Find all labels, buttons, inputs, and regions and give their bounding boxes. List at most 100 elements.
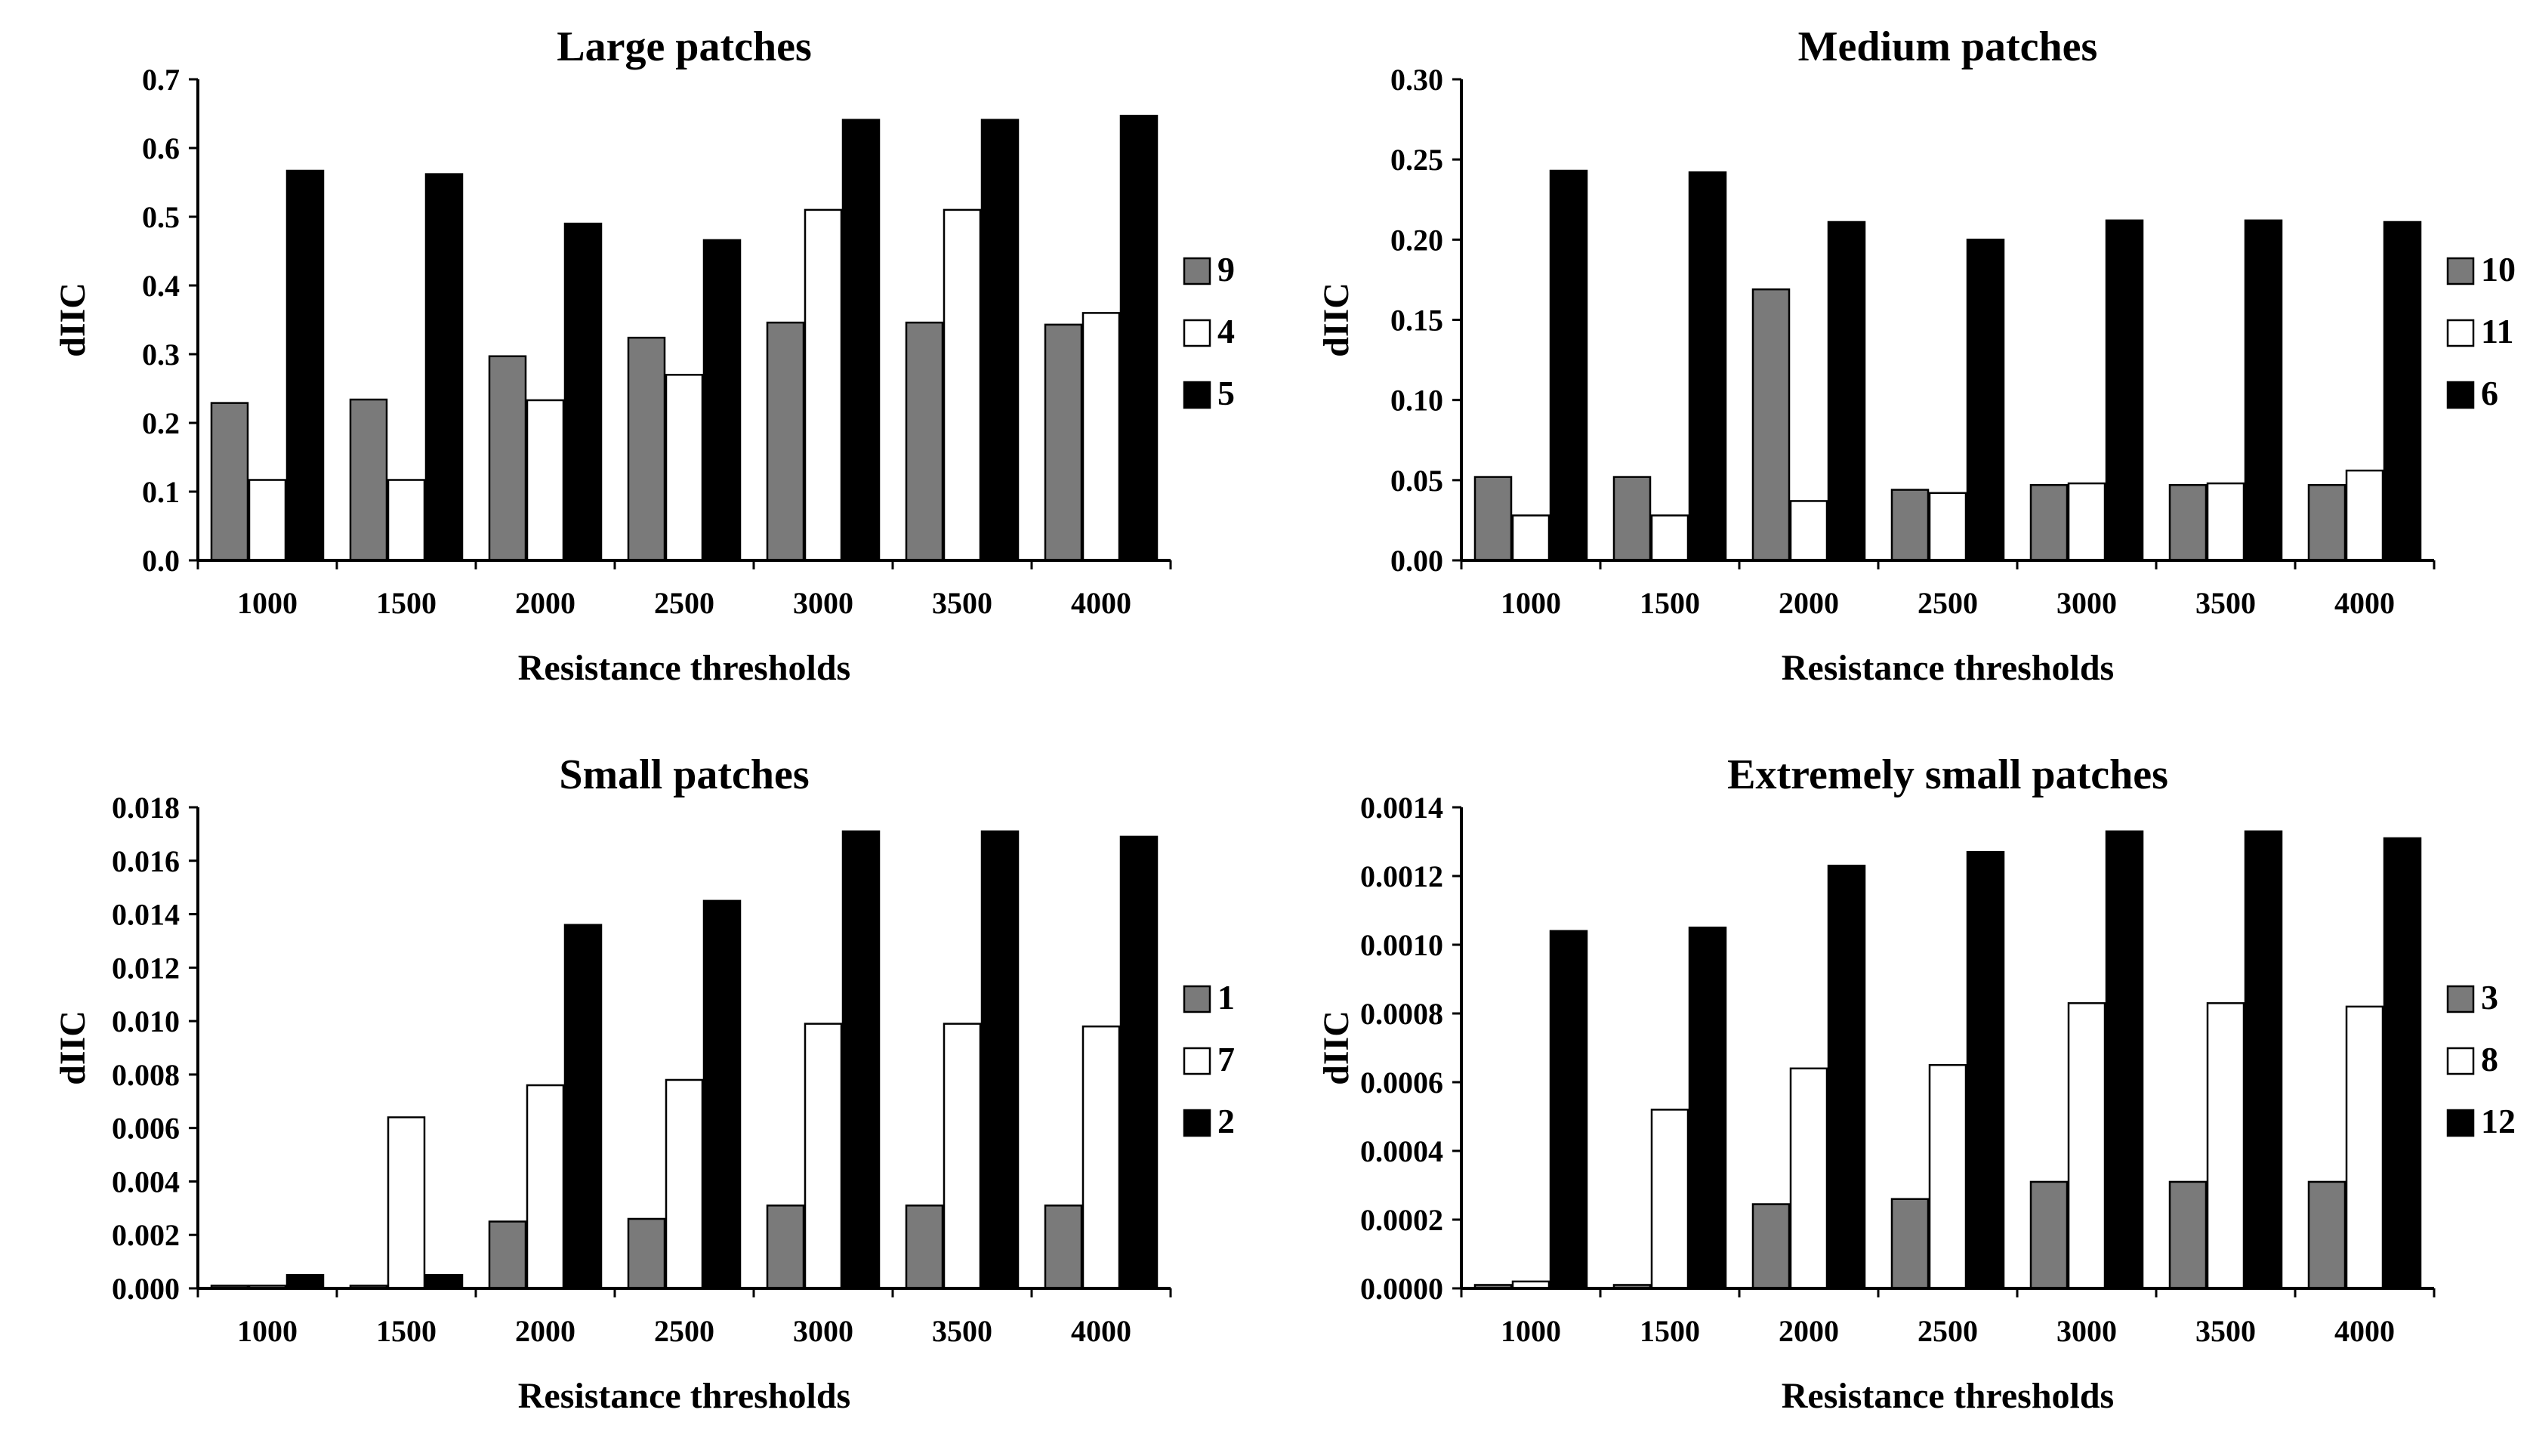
chart-panel-medium-patches: Medium patches dIIC Resistance thresholds 0… bbox=[1264, 0, 2527, 728]
legend-label: 3 bbox=[2481, 978, 2498, 1016]
y-tick-label: 0.0006 bbox=[1360, 1066, 1443, 1100]
y-tick-label: 0.1 bbox=[142, 475, 180, 509]
y-axis-label: dIIC bbox=[1316, 282, 1356, 357]
bar-series-9-3500 bbox=[905, 321, 944, 562]
bar-series-3-3500 bbox=[2168, 1180, 2208, 1290]
bar-series-1-2500 bbox=[627, 1217, 666, 1290]
bar-series-2-2000 bbox=[563, 924, 603, 1290]
chart-svg-small-patches: Small patches dIIC Resistance thresholds 0.… bbox=[53, 751, 1235, 1416]
legend-swatch-5 bbox=[1183, 381, 1211, 409]
y-tick-label: 0.012 bbox=[112, 951, 180, 985]
bar-series-6-2000 bbox=[1827, 221, 1866, 562]
bar-series-7-2000 bbox=[526, 1084, 565, 1290]
y-tick-label: 0.0000 bbox=[1360, 1272, 1443, 1306]
y-tick-label: 0.006 bbox=[112, 1112, 180, 1146]
bar-series-3-2500 bbox=[1890, 1198, 1930, 1290]
bar-series-4-3500 bbox=[943, 208, 982, 562]
chart-title: Medium patches bbox=[1798, 23, 2098, 70]
bar-series-8-3500 bbox=[2206, 1002, 2245, 1290]
bar-series-10-2000 bbox=[1751, 288, 1791, 562]
x-tick-label: 1000 bbox=[237, 586, 298, 620]
bar-series-5-1000 bbox=[285, 169, 325, 562]
x-tick-label: 2500 bbox=[654, 586, 714, 620]
x-tick-label: 3000 bbox=[793, 1314, 853, 1348]
bar-series-6-1000 bbox=[1549, 169, 1588, 562]
bar-series-9-1000 bbox=[210, 402, 249, 562]
bar-series-12-1000 bbox=[1549, 930, 1588, 1290]
legend-swatch-6 bbox=[2446, 381, 2475, 409]
y-tick-label: 0.008 bbox=[112, 1058, 180, 1092]
x-tick-label: 3500 bbox=[2195, 586, 2256, 620]
legend-label: 12 bbox=[2481, 1102, 2516, 1140]
bar-series-7-3500 bbox=[943, 1023, 982, 1290]
x-tick-label: 1500 bbox=[1640, 1314, 1700, 1348]
legend-label: 2 bbox=[1217, 1102, 1235, 1140]
y-tick-label: 0.004 bbox=[112, 1164, 180, 1198]
x-tick-label: 1000 bbox=[1501, 586, 1561, 620]
x-tick-label: 2500 bbox=[654, 1314, 714, 1348]
x-tick-label: 1000 bbox=[237, 1314, 298, 1348]
legend-label: 8 bbox=[2481, 1040, 2498, 1078]
legend-swatch-3 bbox=[2446, 985, 2475, 1013]
bar-series-5-3500 bbox=[980, 119, 1020, 562]
bar-series-7-1500 bbox=[387, 1116, 426, 1290]
y-tick-label: 0.0 bbox=[142, 544, 180, 578]
x-tick-label: 1500 bbox=[1640, 586, 1700, 620]
legend-label: 11 bbox=[2481, 312, 2513, 350]
legend-label: 10 bbox=[2481, 250, 2516, 288]
y-tick-label: 0.0012 bbox=[1360, 859, 1443, 893]
y-tick-label: 0.2 bbox=[142, 406, 180, 440]
bar-series-7-3000 bbox=[804, 1023, 843, 1290]
legend-label: 6 bbox=[2481, 374, 2498, 412]
legend-swatch-11 bbox=[2446, 319, 2475, 347]
legend-swatch-12 bbox=[2446, 1109, 2475, 1137]
chart-svg-medium-patches: Medium patches dIIC Resistance thresholds 0… bbox=[1316, 23, 2516, 688]
bar-series-3-2000 bbox=[1751, 1203, 1791, 1290]
bar-series-6-2500 bbox=[1966, 239, 2005, 562]
x-axis-label: Resistance thresholds bbox=[1782, 1376, 2114, 1416]
bar-series-12-2500 bbox=[1966, 850, 2005, 1290]
bar-series-2-1000 bbox=[285, 1274, 325, 1290]
x-tick-label: 2500 bbox=[1918, 586, 1978, 620]
x-tick-label: 4000 bbox=[1071, 1314, 1131, 1348]
y-tick-label: 0.4 bbox=[142, 269, 180, 303]
bar-series-7-4000 bbox=[1081, 1025, 1121, 1290]
y-axis-label: dIIC bbox=[53, 282, 93, 357]
legend-label: 9 bbox=[1217, 250, 1235, 288]
x-axis-label: Resistance thresholds bbox=[518, 648, 850, 688]
bar-series-5-1500 bbox=[424, 173, 464, 562]
bar-series-4-1000 bbox=[248, 479, 287, 562]
y-tick-label: 0.002 bbox=[112, 1218, 180, 1252]
bar-series-4-2500 bbox=[665, 374, 704, 562]
x-axis-label: Resistance thresholds bbox=[1782, 648, 2114, 688]
bar-series-4-4000 bbox=[1081, 312, 1121, 562]
bar-series-10-1000 bbox=[1473, 476, 1513, 562]
x-tick-label: 3500 bbox=[932, 1314, 992, 1348]
chart-title: Large patches bbox=[557, 23, 812, 70]
x-tick-label: 4000 bbox=[2334, 586, 2395, 620]
x-tick-label: 1500 bbox=[376, 586, 437, 620]
bar-series-1-3500 bbox=[905, 1205, 944, 1290]
bar-series-11-3000 bbox=[2067, 482, 2106, 562]
bar-series-11-1500 bbox=[1650, 514, 1689, 562]
x-axis-label: Resistance thresholds bbox=[518, 1376, 850, 1416]
chart-panel-small-patches: Small patches dIIC Resistance thresholds 0.… bbox=[0, 728, 1264, 1456]
y-tick-label: 0.0010 bbox=[1360, 928, 1443, 962]
y-tick-label: 0.20 bbox=[1390, 223, 1443, 257]
bar-series-6-3500 bbox=[2244, 219, 2283, 562]
chart-svg-extremely-small-patches: Extremely small patches dIIC Resistance th… bbox=[1316, 751, 2516, 1416]
bar-series-10-3500 bbox=[2168, 483, 2208, 562]
x-tick-label: 2500 bbox=[1918, 1314, 1978, 1348]
chart-svg-large-patches: Large patches dIIC Resistance thresholds 0.… bbox=[53, 23, 1235, 688]
y-tick-label: 0.3 bbox=[142, 338, 180, 372]
y-tick-label: 0.7 bbox=[142, 63, 180, 97]
x-tick-label: 3000 bbox=[793, 586, 853, 620]
bar-series-10-4000 bbox=[2307, 483, 2346, 562]
legend-label: 4 bbox=[1217, 312, 1235, 350]
bar-series-11-2000 bbox=[1789, 500, 1828, 562]
legend-swatch-1 bbox=[1183, 985, 1211, 1013]
bar-series-8-3000 bbox=[2067, 1002, 2106, 1290]
y-tick-label: 0.00 bbox=[1390, 544, 1443, 578]
x-tick-label: 4000 bbox=[2334, 1314, 2395, 1348]
